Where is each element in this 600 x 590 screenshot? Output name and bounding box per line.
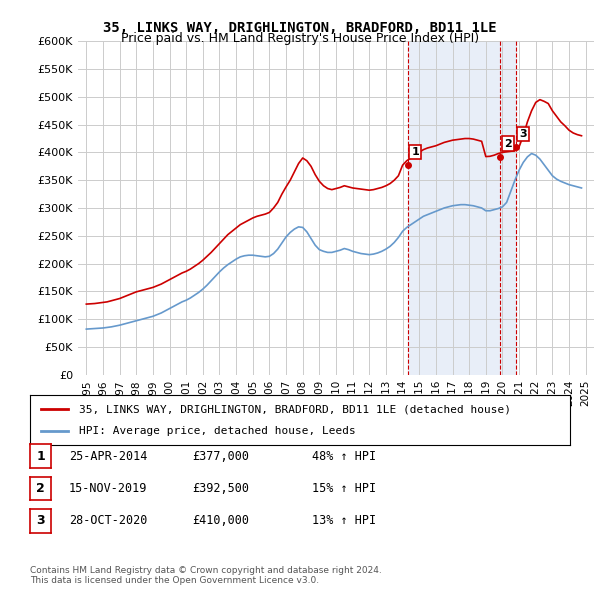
Text: 48% ↑ HPI: 48% ↑ HPI — [312, 450, 376, 463]
Text: 15-NOV-2019: 15-NOV-2019 — [69, 482, 148, 495]
Text: 1: 1 — [412, 147, 419, 157]
Text: 3: 3 — [36, 514, 45, 527]
Text: 1: 1 — [36, 450, 45, 463]
Text: Contains HM Land Registry data © Crown copyright and database right 2024.
This d: Contains HM Land Registry data © Crown c… — [30, 566, 382, 585]
Text: Price paid vs. HM Land Registry's House Price Index (HPI): Price paid vs. HM Land Registry's House … — [121, 32, 479, 45]
Text: £377,000: £377,000 — [192, 450, 249, 463]
Text: 2: 2 — [36, 482, 45, 495]
Bar — [408, 41, 500, 375]
Text: HPI: Average price, detached house, Leeds: HPI: Average price, detached house, Leed… — [79, 427, 355, 437]
Text: 28-OCT-2020: 28-OCT-2020 — [69, 514, 148, 527]
Text: 2: 2 — [504, 139, 512, 149]
Text: £392,500: £392,500 — [192, 482, 249, 495]
Bar — [500, 41, 516, 375]
Text: 13% ↑ HPI: 13% ↑ HPI — [312, 514, 376, 527]
Text: 35, LINKS WAY, DRIGHLINGTON, BRADFORD, BD11 1LE (detached house): 35, LINKS WAY, DRIGHLINGTON, BRADFORD, B… — [79, 404, 511, 414]
Text: 35, LINKS WAY, DRIGHLINGTON, BRADFORD, BD11 1LE: 35, LINKS WAY, DRIGHLINGTON, BRADFORD, B… — [103, 21, 497, 35]
Text: 3: 3 — [520, 129, 527, 139]
Text: 25-APR-2014: 25-APR-2014 — [69, 450, 148, 463]
Text: 15% ↑ HPI: 15% ↑ HPI — [312, 482, 376, 495]
Text: £410,000: £410,000 — [192, 514, 249, 527]
